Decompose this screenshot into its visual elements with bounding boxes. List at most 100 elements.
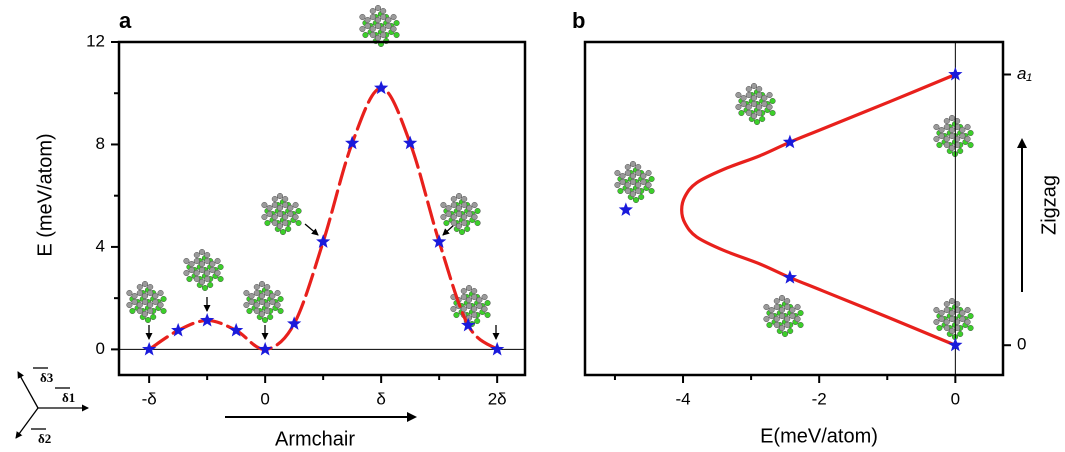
atom — [142, 299, 148, 305]
atom — [277, 193, 283, 199]
atom — [282, 220, 288, 226]
atom — [456, 211, 462, 217]
atom — [641, 179, 647, 185]
atom — [147, 302, 153, 308]
atom — [739, 110, 745, 116]
atom — [161, 296, 167, 302]
star-marker — [490, 342, 504, 356]
atom — [615, 182, 621, 188]
y-tick-label: 0 — [1017, 335, 1026, 354]
atom — [386, 17, 392, 23]
molecule-icon — [244, 281, 284, 323]
atom — [751, 95, 757, 101]
atom — [244, 290, 250, 296]
star-marker — [200, 313, 214, 327]
atom — [204, 258, 210, 264]
atom — [132, 293, 138, 299]
atom — [790, 307, 796, 313]
atom — [454, 312, 460, 318]
atom — [267, 314, 273, 320]
atom — [456, 193, 462, 199]
atom — [790, 313, 796, 319]
atom — [451, 306, 457, 312]
atom — [472, 214, 478, 220]
y-axis-label: Zigzag — [1038, 175, 1060, 235]
atom — [461, 288, 467, 294]
atom — [270, 299, 276, 305]
atom — [459, 229, 465, 235]
atom — [296, 220, 302, 226]
atom — [264, 308, 270, 314]
atom — [646, 182, 652, 188]
atom — [764, 316, 770, 322]
atom — [957, 148, 963, 154]
star-marker — [783, 135, 797, 149]
atom — [264, 284, 270, 290]
atom — [466, 303, 472, 309]
atom — [456, 205, 462, 211]
atom — [770, 98, 776, 104]
atom — [630, 173, 636, 179]
atom — [736, 104, 742, 110]
atom — [370, 26, 376, 32]
atom — [249, 299, 255, 305]
atom — [461, 220, 467, 226]
atom — [939, 310, 945, 316]
atom — [264, 290, 270, 296]
atom — [187, 276, 193, 282]
atom — [485, 312, 491, 318]
atom — [795, 316, 801, 322]
x-axis-label: E(meV/atom) — [760, 425, 878, 447]
atom — [968, 130, 974, 136]
atom — [278, 308, 284, 314]
atom — [461, 294, 467, 300]
atom — [272, 196, 278, 202]
atom — [798, 322, 804, 328]
atom — [360, 26, 366, 32]
atom — [960, 310, 966, 316]
atom — [630, 179, 636, 185]
atom — [746, 86, 752, 92]
atom — [615, 170, 621, 176]
atom — [262, 317, 268, 323]
atom — [375, 35, 381, 41]
atom — [957, 331, 963, 337]
x-tick-label: -δ — [142, 389, 157, 408]
atom — [446, 211, 452, 217]
molecule-icon — [262, 193, 302, 235]
atom — [782, 331, 788, 337]
star-marker — [461, 318, 475, 332]
atom — [784, 298, 790, 304]
atom — [370, 32, 376, 38]
atom — [210, 267, 216, 273]
atom — [965, 124, 971, 130]
atom — [756, 110, 762, 116]
atom — [262, 202, 268, 208]
atom — [265, 220, 271, 226]
atom — [649, 188, 655, 194]
atom — [774, 322, 780, 328]
atom — [767, 104, 773, 110]
atom — [939, 127, 945, 133]
atom — [741, 101, 747, 107]
atom — [360, 14, 366, 20]
atom — [625, 182, 631, 188]
atom — [278, 296, 284, 302]
atom — [365, 17, 371, 23]
atom — [161, 308, 167, 314]
atom — [635, 182, 641, 188]
atom — [949, 316, 955, 322]
x-tick-label: 0 — [260, 389, 269, 408]
atom — [293, 214, 299, 220]
molecule-icon — [127, 281, 167, 323]
atom — [756, 86, 762, 92]
atom — [762, 95, 768, 101]
atom — [194, 258, 200, 264]
atom — [784, 304, 790, 310]
atom — [471, 312, 477, 318]
atom — [272, 220, 278, 226]
vector-label: δ3 — [40, 370, 54, 385]
atom — [394, 32, 400, 38]
atom — [262, 214, 268, 220]
atom — [189, 267, 195, 273]
